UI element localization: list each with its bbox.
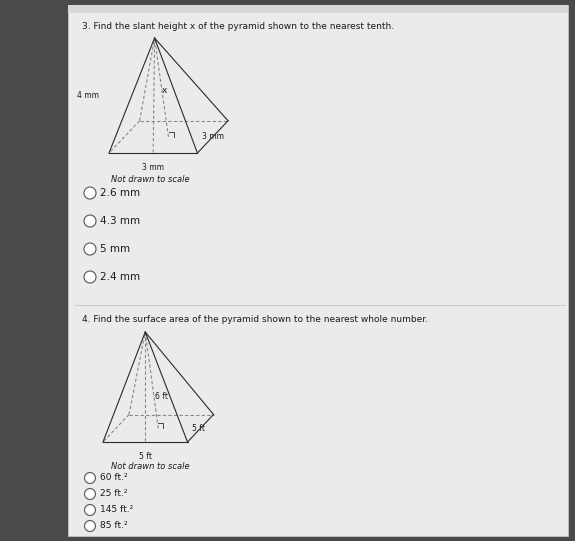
Text: 5 ft: 5 ft — [193, 424, 205, 433]
Circle shape — [85, 520, 95, 531]
Circle shape — [85, 505, 95, 516]
Text: 5 mm: 5 mm — [100, 244, 130, 254]
Text: 6 ft: 6 ft — [155, 392, 168, 401]
Text: 60 ft.²: 60 ft.² — [100, 473, 128, 483]
Text: x: x — [162, 86, 167, 95]
Text: 25 ft.²: 25 ft.² — [100, 490, 128, 498]
Circle shape — [84, 215, 96, 227]
Circle shape — [84, 243, 96, 255]
Bar — [68, 5, 568, 13]
Text: Not drawn to scale: Not drawn to scale — [110, 175, 189, 184]
Text: 4. Find the surface area of the pyramid shown to the nearest whole number.: 4. Find the surface area of the pyramid … — [82, 315, 428, 324]
Text: 4 mm: 4 mm — [77, 91, 99, 100]
Bar — [68, 5, 568, 536]
Circle shape — [84, 271, 96, 283]
Circle shape — [85, 472, 95, 484]
Text: Not drawn to scale: Not drawn to scale — [110, 462, 189, 471]
Text: 3 mm: 3 mm — [142, 163, 164, 172]
Text: 2.4 mm: 2.4 mm — [100, 272, 140, 282]
Text: 145 ft.²: 145 ft.² — [100, 505, 133, 514]
Text: 4.3 mm: 4.3 mm — [100, 216, 140, 226]
Text: 5 ft: 5 ft — [139, 452, 152, 461]
Bar — [0, 0, 68, 541]
Circle shape — [85, 489, 95, 499]
Text: 3 mm: 3 mm — [202, 133, 224, 141]
Circle shape — [84, 187, 96, 199]
Text: 3. Find the slant height x of the pyramid shown to the nearest tenth.: 3. Find the slant height x of the pyrami… — [82, 22, 394, 31]
Text: 85 ft.²: 85 ft.² — [100, 522, 128, 531]
Text: 2.6 mm: 2.6 mm — [100, 188, 140, 198]
